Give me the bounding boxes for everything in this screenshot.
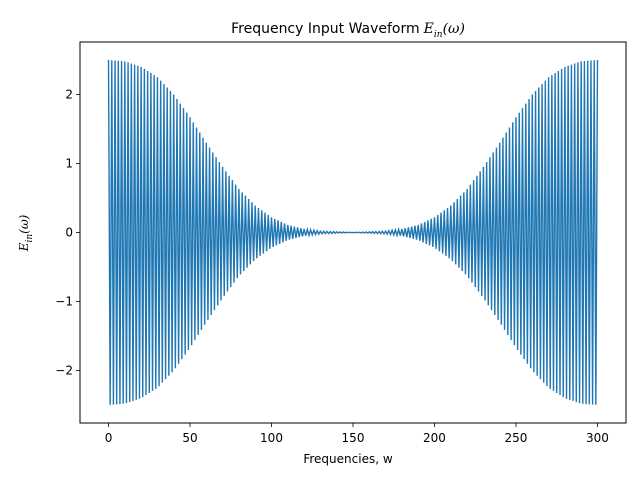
chart-title: Frequency Input Waveform Ein(ω) <box>231 21 465 40</box>
chart-title-math-arg: (ω) <box>443 21 465 37</box>
x-tick-label: 300 <box>586 431 609 445</box>
chart-title-math-sub: in <box>434 30 443 40</box>
y-axis-label-arg: (ω) <box>17 214 31 233</box>
x-axis: 0 50 100 150 200 250 300 <box>105 423 609 445</box>
y-tick-label: 1 <box>65 156 73 170</box>
x-tick-label: 200 <box>423 431 446 445</box>
chart-title-math-base: E <box>423 21 434 37</box>
x-axis-label: Frequencies, w <box>303 452 392 466</box>
chart-title-text: Frequency Input Waveform <box>231 21 420 37</box>
y-axis-label-base: E <box>17 242 31 252</box>
y-axis: −2 −1 0 1 2 <box>55 87 80 378</box>
y-axis-label-sub: in <box>25 234 35 243</box>
series-line <box>107 59 599 405</box>
y-tick-label: −1 <box>55 295 73 309</box>
x-tick-label: 150 <box>342 431 365 445</box>
y-tick-label: 0 <box>65 226 73 240</box>
y-tick-label: 2 <box>65 87 73 101</box>
y-axis-label: Ein(ω) <box>17 214 35 252</box>
x-tick-label: 50 <box>182 431 197 445</box>
x-tick-label: 100 <box>260 431 283 445</box>
x-tick-label: 0 <box>105 431 113 445</box>
y-tick-label: −2 <box>55 364 73 378</box>
series-group <box>107 59 599 405</box>
x-tick-label: 250 <box>505 431 528 445</box>
